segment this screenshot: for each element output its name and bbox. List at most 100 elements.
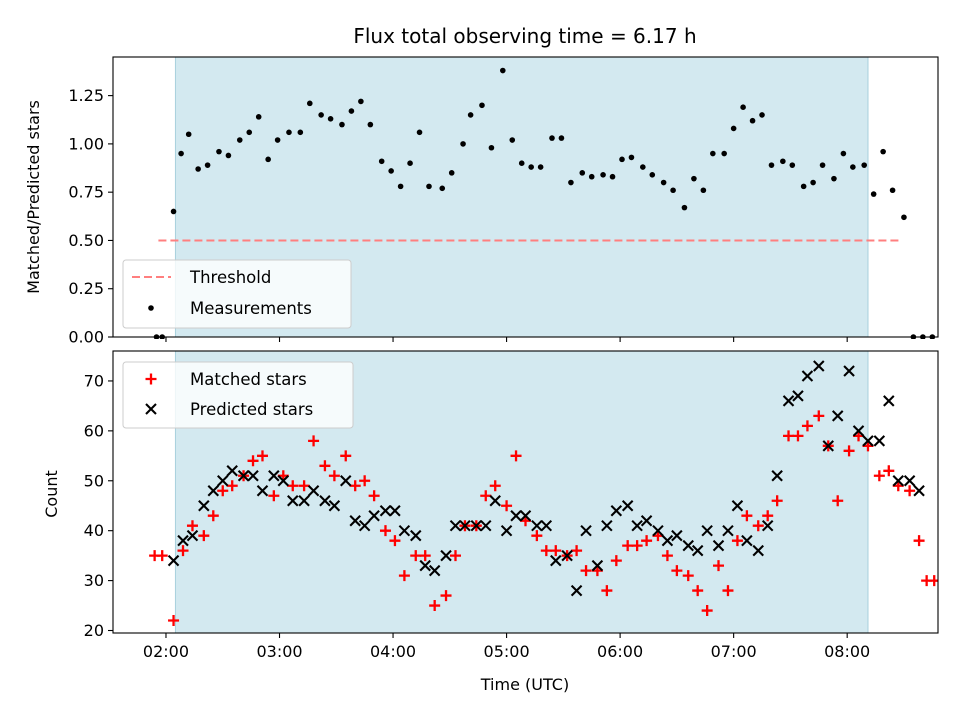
predicted-star-point <box>237 470 250 482</box>
matched-star-point <box>813 410 825 422</box>
predicted-star-point <box>741 534 753 547</box>
matched-star-point <box>752 520 764 532</box>
measurement-point <box>889 187 896 194</box>
measurement-point <box>416 129 423 136</box>
matched-star-point <box>580 565 592 577</box>
predicted-star-point <box>621 499 634 512</box>
ratio-legend: Threshold Measurements <box>122 259 352 329</box>
measurement-point <box>286 129 292 136</box>
legend-entry-label: Threshold <box>189 268 271 287</box>
ratio-legend-box <box>122 259 352 329</box>
matched-star-point <box>682 570 694 582</box>
matched-star-point <box>359 475 371 487</box>
predicted-star-point <box>610 504 623 517</box>
matched-star-point <box>783 430 795 442</box>
x-tick-label: 08:00 <box>824 642 870 661</box>
predicted-star-point <box>883 395 895 407</box>
measurement-point <box>619 156 625 163</box>
predicted-star-point <box>186 529 199 542</box>
measurement-point <box>185 131 192 138</box>
predicted-star-point <box>419 559 431 572</box>
count-legend: Matched stars Predicted stars <box>122 361 354 429</box>
matched-star-point <box>601 585 613 597</box>
predicted-star-point <box>801 370 814 382</box>
count-y-tick-label: 20 <box>84 621 104 640</box>
count-legend-box <box>122 361 354 429</box>
measurement-point <box>568 179 574 186</box>
measurement-point <box>800 183 807 190</box>
predicted-star-point <box>226 465 238 477</box>
predicted-star-point <box>268 470 280 482</box>
predicted-star-point <box>459 519 471 532</box>
measurement-point <box>246 129 253 136</box>
legend-predicted-swatch <box>145 403 157 415</box>
measurement-point <box>306 100 313 107</box>
ratio-y-tick-label: 0.50 <box>68 231 104 250</box>
predicted-star-point <box>428 564 441 577</box>
matched-star-point <box>349 480 361 492</box>
measurement-point <box>407 160 413 167</box>
legend-entry-label: Predicted stars <box>190 400 313 419</box>
measurement-point <box>609 173 616 180</box>
measurement-point <box>670 187 676 194</box>
predicted-star-point <box>712 539 725 552</box>
predicted-star-point <box>358 519 371 532</box>
predicted-star-point <box>913 485 925 497</box>
matched-star-point <box>801 420 813 432</box>
x-tick-label: 03:00 <box>256 642 302 661</box>
measurement-point <box>426 183 432 190</box>
measurement-point <box>225 152 232 159</box>
matched-star-point <box>480 490 492 502</box>
matched-star-point <box>156 550 168 562</box>
predicted-star-point <box>440 549 452 562</box>
matched-star-point <box>883 465 895 477</box>
matched-star-point <box>722 585 734 597</box>
predicted-star-point <box>519 509 532 522</box>
matched-star-point <box>913 535 925 547</box>
ratio-y-tick-label: 0.75 <box>68 183 104 202</box>
measurement-point <box>499 67 506 74</box>
measurement-point <box>870 191 877 197</box>
predicted-star-point <box>792 390 804 402</box>
matched-star-point <box>379 525 391 537</box>
predicted-star-point <box>831 410 844 422</box>
measurement-point <box>439 185 446 192</box>
predicted-star-point <box>480 519 492 532</box>
predicted-star-point <box>873 435 886 447</box>
measurement-point <box>730 125 737 132</box>
predicted-star-point <box>731 499 744 512</box>
predicted-star-point <box>449 519 462 532</box>
measurement-point <box>780 158 786 165</box>
predicted-star-point <box>177 534 189 547</box>
measurement-point <box>640 164 646 170</box>
matched-star-point <box>940 575 951 586</box>
ratio-y-tick-label: 1.25 <box>68 86 104 105</box>
predicted-star-point <box>701 524 713 537</box>
predicted-star-point <box>298 494 310 507</box>
matched-star-point <box>419 550 431 562</box>
x-tick-label: 05:00 <box>484 642 530 661</box>
measurement-point <box>840 150 847 157</box>
matched-star-point <box>207 510 219 522</box>
ratio-y-axis-label: Matched/Predicted stars <box>24 100 43 294</box>
predicted-star-point <box>510 509 522 522</box>
matched-star-point <box>328 470 340 482</box>
predicted-star-point <box>903 475 916 487</box>
ratio-y-tick-label: 0.00 <box>68 328 104 347</box>
measurement-point <box>861 162 868 168</box>
matched-star-point <box>550 545 562 557</box>
measurement-point <box>318 112 324 118</box>
matched-star-point <box>489 480 501 492</box>
measurement-point <box>479 102 485 109</box>
matched-star-point <box>610 555 622 567</box>
count-y-tick-label: 60 <box>84 421 104 440</box>
legend-measurements-swatch <box>148 305 154 311</box>
count-panel: 20 30 40 50 60 70 02:00 03:00 04:00 05:00 06:00 07:… <box>84 350 951 661</box>
predicted-star-point <box>470 519 483 532</box>
ratio-y-tick-label: 1.00 <box>68 134 104 153</box>
matched-star-point <box>692 585 704 597</box>
measurement-point <box>691 175 697 182</box>
matched-star-point <box>186 520 198 532</box>
predicted-star-point <box>217 475 229 487</box>
measurement-point <box>204 162 211 168</box>
